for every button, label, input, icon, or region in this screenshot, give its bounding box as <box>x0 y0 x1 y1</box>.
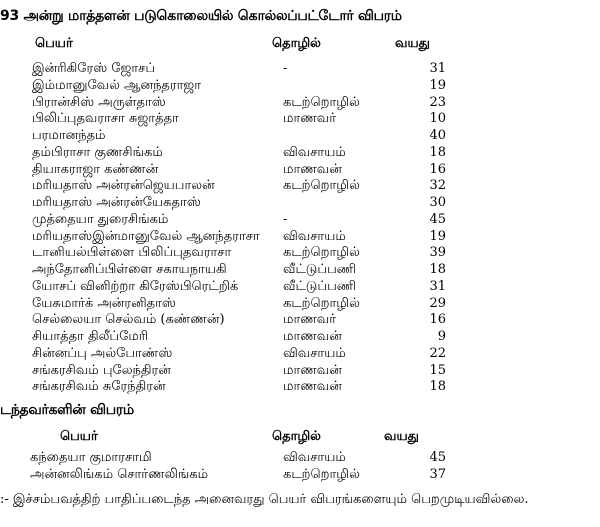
name-cell: கந்தையா குமாரசாமி <box>30 450 152 465</box>
occupation-cell: வீட்டுப்பணி <box>283 262 357 277</box>
table-row: முத்தையா துரைசிங்கம் - 45 <box>0 212 600 228</box>
occupation-cell: விவசாயம் <box>283 228 346 244</box>
name-cell: பிலிப்புதவராசா சுஜாத்தா <box>32 111 179 127</box>
table-row: இம்மானுவேல் ஆனந்தராஜா 19 <box>0 78 600 94</box>
table-row: தம்பிராசா குணசிங்கம் விவசாயம் 18 <box>0 145 600 161</box>
age-cell: 37 <box>429 466 446 482</box>
age-cell: 18 <box>429 262 446 277</box>
header-occupation-2: தொழில் <box>272 429 321 444</box>
name-cell: சங்கரசிவம் சுரேந்திரன் <box>32 379 166 395</box>
age-cell: 18 <box>429 144 446 160</box>
occupation-cell: மாணவன் <box>283 329 342 344</box>
name-cell: இன்ரிகிரேஸ் ஜோசப் <box>32 61 156 76</box>
table-row: யோசப் வினிற்றா கிரேஸ்பிரெட்றிக் வீட்டுப்ப… <box>0 279 600 295</box>
age-cell: 18 <box>429 379 446 395</box>
section2-title: டந்தவர்களின் விபரம் <box>0 402 134 418</box>
name-cell: டானியல்பிள்ளை பிலிப்புதவராசா <box>32 245 232 261</box>
age-cell: 31 <box>429 61 446 76</box>
occupation-cell: மாணவர் <box>283 312 337 328</box>
age-cell: 10 <box>429 111 446 127</box>
occupation-cell: கடற்றொழில் <box>283 295 360 311</box>
occupation-cell: வீட்டுப்பணி <box>283 278 357 294</box>
age-cell: 29 <box>429 295 446 311</box>
table-row: மரியதாஸ்இன்மானுவேல் ஆனந்தராசா விவசாயம் 19 <box>0 229 600 245</box>
occupation-cell: மாணவன் <box>283 379 342 395</box>
occupation-cell: விவசாயம் <box>283 345 346 361</box>
table-row: கந்தையா குமாரசாமி விவசாயம் 45 <box>0 450 600 466</box>
table-row: பிலிப்புதவராசா சுஜாத்தா மாணவர் 10 <box>0 111 600 127</box>
age-cell: 23 <box>429 94 446 110</box>
occupation-cell: கடற்றொழில் <box>283 178 360 194</box>
table-row: செல்லையா செல்வம் (கண்ணன்) மாணவர் 16 <box>0 312 600 328</box>
table-row: பரமானந்தம் 40 <box>0 128 600 144</box>
occupation-cell: மாணவர் <box>283 111 337 127</box>
header-occupation: தொழில் <box>272 36 321 51</box>
table-row: மரியதாஸ் அன்ரன்யேசுதாஸ் 30 <box>0 195 600 211</box>
name-cell: அந்தோனிப்பிள்ளை சகாயநாயகி <box>32 262 227 277</box>
occupation-cell: விவசாயம் <box>283 450 346 465</box>
occupation-cell: கடற்றொழில் <box>283 466 360 482</box>
name-cell: அன்னலிங்கம் சொர்ணலிங்கம் <box>30 466 209 482</box>
age-cell: 19 <box>429 228 446 244</box>
age-cell: 32 <box>429 178 446 194</box>
age-cell: 30 <box>429 195 446 210</box>
table-row: மரியதாஸ் அன்ரன்ஜெயபாலன் கடற்றொழில் 32 <box>0 178 600 194</box>
name-cell: தியாகராஜா கண்ணன் <box>32 161 159 177</box>
name-cell: சியாத்தா திலீப்மேரி <box>32 329 149 344</box>
age-cell: 45 <box>429 211 446 227</box>
age-cell: 39 <box>429 245 446 261</box>
occupation-cell: மாணவன் <box>283 362 342 378</box>
table-row: சின்னப்பு அல்போண்ஸ் விவசாயம் 22 <box>0 346 600 362</box>
age-cell: 22 <box>429 345 446 361</box>
table-row: தியாகராஜா கண்ணன் மாணவன் 16 <box>0 162 600 178</box>
table-row: டானியல்பிள்ளை பிலிப்புதவராசா கடற்றொழில் 39 <box>0 245 600 261</box>
name-cell: பரமானந்தம் <box>32 128 106 143</box>
header-age: வயது <box>395 36 430 51</box>
age-cell: 40 <box>429 128 446 143</box>
name-cell: பிரான்சிஸ் அருள்தாஸ் <box>32 94 166 110</box>
header-name: பெயர் <box>35 36 73 51</box>
occupation-cell: - <box>283 211 288 227</box>
header-name-2: பெயர் <box>60 429 98 444</box>
name-cell: இம்மானுவேல் ஆனந்தராஜா <box>32 77 202 93</box>
age-cell: 16 <box>429 161 446 177</box>
table-row: சங்கரசிவம் புலேந்திரன் மாணவன் 15 <box>0 363 600 379</box>
table-row: இன்ரிகிரேஸ் ஜோசப் - 31 <box>0 61 600 77</box>
footnote: :- இச்சம்பவத்திற் பாதிப்படைந்த அனைவரது ப… <box>0 492 529 507</box>
name-cell: செல்லையா செல்வம் (கண்ணன்) <box>32 312 225 328</box>
table-row: யேசுமார்க் அன்ரனிதாஸ் கடற்றொழில் 29 <box>0 296 600 312</box>
age-cell: 16 <box>429 312 446 328</box>
header-age-2: வயது <box>384 429 419 444</box>
age-cell: 45 <box>429 450 446 465</box>
table-row: பிரான்சிஸ் அருள்தாஸ் கடற்றொழில் 23 <box>0 95 600 111</box>
name-cell: மரியதாஸ் அன்ரன்ஜெயபாலன் <box>32 178 215 194</box>
name-cell: தம்பிராசா குணசிங்கம் <box>32 144 163 160</box>
occupation-cell: கடற்றொழில் <box>283 94 360 110</box>
occupation-cell: - <box>283 61 288 76</box>
table-row: அந்தோனிப்பிள்ளை சகாயநாயகி வீட்டுப்பணி 18 <box>0 262 600 278</box>
name-cell: சின்னப்பு அல்போண்ஸ் <box>32 345 173 361</box>
age-cell: 15 <box>429 362 446 378</box>
name-cell: யோசப் வினிற்றா கிரேஸ்பிரெட்றிக் <box>32 278 239 294</box>
age-cell: 31 <box>429 278 446 294</box>
section1-title: 93 அன்று மாத்தளன் படுகொலையில் கொல்லப்பட்… <box>0 8 402 24</box>
occupation-cell: மாணவன் <box>283 161 342 177</box>
table-row: சங்கரசிவம் சுரேந்திரன் மாணவன் 18 <box>0 379 600 395</box>
age-cell: 9 <box>437 329 446 344</box>
table-row: சியாத்தா திலீப்மேரி மாணவன் 9 <box>0 329 600 345</box>
name-cell: யேசுமார்க் அன்ரனிதாஸ் <box>32 295 176 311</box>
occupation-cell: கடற்றொழில் <box>283 245 360 261</box>
name-cell: முத்தையா துரைசிங்கம் <box>32 211 169 227</box>
name-cell: சங்கரசிவம் புலேந்திரன் <box>32 362 171 378</box>
table-row: அன்னலிங்கம் சொர்ணலிங்கம் கடற்றொழில் 37 <box>0 467 600 483</box>
age-cell: 19 <box>429 77 446 93</box>
occupation-cell: விவசாயம் <box>283 144 346 160</box>
name-cell: மரியதாஸ் அன்ரன்யேசுதாஸ் <box>32 195 201 210</box>
name-cell: மரியதாஸ்இன்மானுவேல் ஆனந்தராசா <box>32 228 260 244</box>
